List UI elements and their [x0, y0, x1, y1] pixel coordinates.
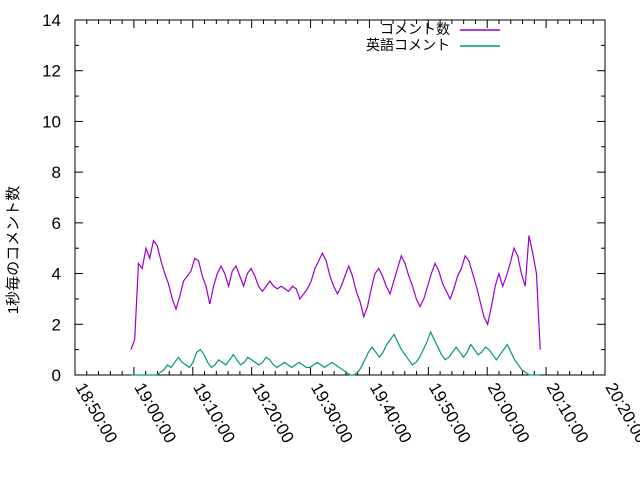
x-tick-label: 19:30:00 — [307, 380, 357, 447]
y-axis-ticks: 0 2 4 6 8 10 12 14 — [42, 11, 605, 385]
y-axis-label: 1秒毎のコメント数 — [5, 186, 22, 314]
y-tick-label: 8 — [52, 163, 61, 182]
x-axis-ticks: 18:50:00 19:00:00 19:10:00 19:20:00 19:30:00… — [72, 20, 640, 446]
x-axis-minor-ticks — [87, 20, 593, 375]
x-tick-label: 19:00:00 — [130, 380, 180, 447]
comment-count-line — [131, 236, 540, 350]
line-chart-svg: 0 2 4 6 8 10 12 14 18:50:00 19:00:00 19:10:00 19:2… — [0, 0, 640, 480]
x-tick-label: 19:50:00 — [425, 380, 475, 447]
x-tick-label: 19:10:00 — [189, 380, 239, 447]
y-tick-label: 12 — [42, 62, 61, 81]
legend: コメント数 英語コメント — [366, 21, 500, 53]
legend-item-comment-count: コメント数 — [380, 21, 450, 37]
y-tick-label: 10 — [42, 112, 61, 131]
x-tick-label: 20:00:00 — [484, 380, 534, 447]
legend-item-english-comment: 英語コメント — [366, 37, 450, 53]
plot-border — [75, 20, 605, 375]
y-tick-label: 2 — [52, 315, 61, 334]
x-tick-label: 18:50:00 — [72, 380, 122, 447]
x-tick-label: 20:10:00 — [543, 380, 593, 447]
x-tick-label: 19:20:00 — [248, 380, 298, 447]
y-axis-minor-ticks — [75, 45, 605, 349]
y-tick-label: 14 — [42, 11, 61, 30]
x-tick-label: 20:20:00 — [602, 380, 640, 447]
y-tick-label: 4 — [52, 265, 61, 284]
y-tick-label: 6 — [52, 214, 61, 233]
y-tick-label: 0 — [52, 366, 61, 385]
chart-container: 0 2 4 6 8 10 12 14 18:50:00 19:00:00 19:10:00 19:2… — [0, 0, 640, 480]
x-tick-label: 19:40:00 — [366, 380, 416, 447]
